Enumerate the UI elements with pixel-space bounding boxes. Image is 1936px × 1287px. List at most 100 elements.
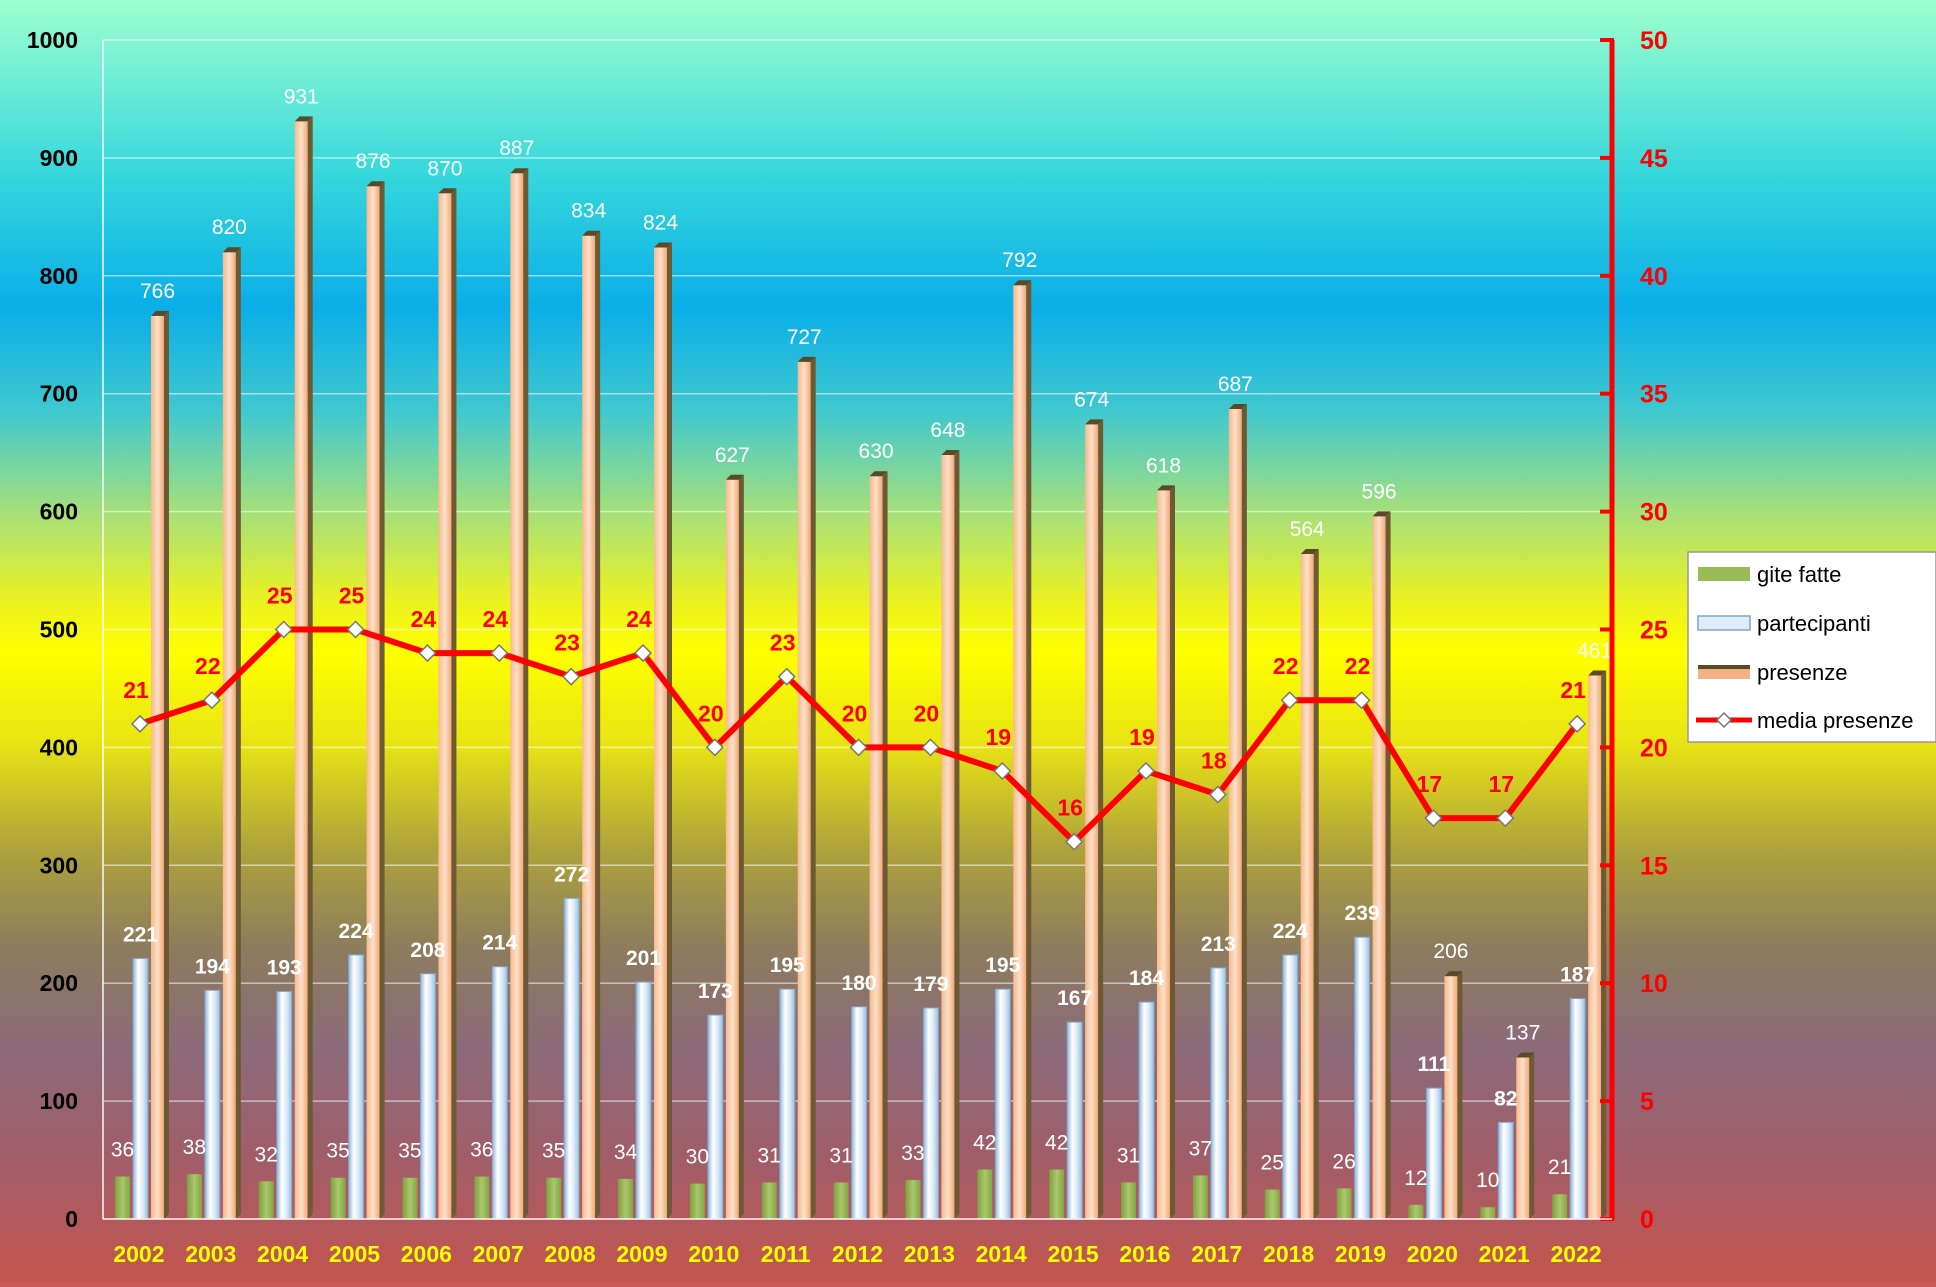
data-label-media-presenze: 23 bbox=[770, 630, 796, 656]
bar-gite-fatte bbox=[1480, 1207, 1496, 1219]
y-tick-label: 200 bbox=[40, 970, 78, 996]
bar-presenze-side bbox=[667, 242, 672, 1219]
legend-swatch-presenze-top bbox=[1698, 665, 1750, 669]
x-tick-label: 2016 bbox=[1119, 1241, 1170, 1267]
point-media-presenze bbox=[130, 714, 150, 733]
data-label-presenze: 648 bbox=[930, 419, 965, 442]
bar-presenze-top bbox=[1157, 485, 1175, 491]
bar-presenze-side bbox=[1457, 971, 1463, 1219]
bar-partecipanti bbox=[348, 954, 365, 1220]
x-tick-label: 2002 bbox=[113, 1241, 164, 1267]
x-tick-label: 2008 bbox=[544, 1241, 595, 1267]
point-media-presenze bbox=[1136, 761, 1156, 781]
data-label-gite-fatte: 36 bbox=[470, 1139, 493, 1162]
y-tick-label: 300 bbox=[40, 852, 78, 878]
data-label-gite-fatte: 30 bbox=[686, 1146, 709, 1169]
bar-partecipanti bbox=[779, 988, 796, 1220]
bar-partecipanti bbox=[204, 989, 221, 1220]
point-media-presenze bbox=[921, 738, 940, 757]
bar-gite-fatte bbox=[977, 1169, 993, 1219]
bar-presenze-top bbox=[294, 116, 313, 122]
data-label-partecipanti: 224 bbox=[1273, 920, 1308, 943]
data-label-media-presenze: 22 bbox=[1273, 653, 1299, 679]
bar-partecipanti bbox=[851, 1006, 868, 1220]
data-label-partecipanti: 82 bbox=[1494, 1087, 1517, 1110]
bar-gite-fatte bbox=[1408, 1204, 1424, 1219]
bar-presenze bbox=[1516, 1057, 1530, 1219]
bar-presenze bbox=[151, 315, 164, 1219]
bar-gite-fatte bbox=[186, 1174, 202, 1219]
data-label-gite-fatte: 32 bbox=[255, 1143, 278, 1166]
bar-partecipanti bbox=[635, 981, 652, 1220]
bar-partecipanti bbox=[707, 1014, 724, 1220]
x-tick-label: 2010 bbox=[688, 1241, 739, 1267]
data-label-presenze: 931 bbox=[284, 85, 319, 108]
data-label-media-presenze: 17 bbox=[1488, 771, 1514, 797]
point-media-presenze bbox=[202, 691, 221, 710]
data-label-presenze: 727 bbox=[787, 326, 822, 349]
bar-presenze bbox=[1013, 285, 1027, 1219]
data-label-presenze: 820 bbox=[212, 216, 247, 239]
y-tick-label: 900 bbox=[40, 145, 78, 171]
data-label-presenze: 792 bbox=[1002, 249, 1037, 272]
bar-presenze-top bbox=[1013, 280, 1032, 286]
data-label-media-presenze: 25 bbox=[339, 583, 365, 609]
bar-presenze-top bbox=[366, 181, 385, 187]
data-label-gite-fatte: 35 bbox=[542, 1140, 565, 1163]
y2-tick-label: 20 bbox=[1640, 734, 1668, 762]
bar-presenze bbox=[1588, 675, 1602, 1219]
bar-presenze bbox=[438, 193, 452, 1219]
bar-gite-fatte bbox=[115, 1176, 130, 1219]
bar-presenze bbox=[869, 476, 883, 1220]
data-label-presenze: 876 bbox=[356, 150, 391, 173]
data-label-partecipanti: 239 bbox=[1345, 902, 1380, 925]
bar-partecipanti bbox=[563, 897, 580, 1220]
bar-partecipanti bbox=[276, 990, 293, 1220]
data-label-media-presenze: 17 bbox=[1417, 771, 1443, 797]
data-label-presenze: 870 bbox=[427, 157, 462, 180]
data-label-gite-fatte: 35 bbox=[398, 1140, 421, 1163]
legend-swatch-gite-fatte bbox=[1698, 567, 1750, 581]
data-label-presenze: 627 bbox=[715, 444, 750, 467]
bar-presenze-side bbox=[882, 471, 888, 1220]
data-label-gite-fatte: 34 bbox=[614, 1141, 638, 1164]
data-label-presenze: 564 bbox=[1290, 518, 1325, 541]
bar-partecipanti bbox=[922, 1007, 939, 1220]
point-media-presenze bbox=[1280, 691, 1299, 710]
data-label-media-presenze: 16 bbox=[1057, 795, 1083, 821]
bar-partecipanti bbox=[1066, 1021, 1083, 1220]
data-label-media-presenze: 22 bbox=[195, 653, 221, 679]
bar-gite-fatte bbox=[1049, 1169, 1065, 1219]
data-label-presenze: 834 bbox=[571, 200, 606, 223]
bar-presenze-top bbox=[510, 168, 529, 174]
bar-presenze-side bbox=[307, 116, 313, 1220]
x-tick-label: 2009 bbox=[616, 1241, 667, 1267]
bar-presenze bbox=[1300, 554, 1314, 1219]
data-label-partecipanti: 224 bbox=[339, 920, 374, 943]
bar-presenze-top bbox=[869, 471, 888, 477]
bar-presenze bbox=[1372, 516, 1386, 1219]
data-label-presenze: 630 bbox=[859, 440, 894, 463]
x-tick-label: 2006 bbox=[401, 1241, 452, 1267]
legend-label: media presenze bbox=[1757, 708, 1914, 733]
data-label-partecipanti: 187 bbox=[1560, 964, 1595, 987]
bar-presenze-top bbox=[1588, 670, 1607, 676]
y-tick-label: 400 bbox=[40, 734, 78, 760]
x-tick-label: 2007 bbox=[473, 1241, 524, 1267]
bar-gite-fatte bbox=[905, 1180, 921, 1219]
bar-partecipanti bbox=[1497, 1121, 1514, 1220]
line-layer bbox=[130, 620, 1587, 851]
bar-presenze-side bbox=[595, 230, 601, 1220]
bar-presenze-top bbox=[1444, 971, 1463, 977]
point-media-presenze bbox=[346, 620, 365, 639]
y2-tick-label: 50 bbox=[1640, 27, 1668, 55]
data-label-partecipanti: 193 bbox=[267, 956, 302, 979]
bar-presenze-side bbox=[1601, 670, 1607, 1219]
bar-presenze-top bbox=[725, 474, 744, 480]
bar-presenze-top bbox=[151, 310, 169, 316]
x-tick-label: 2021 bbox=[1479, 1241, 1530, 1267]
data-label-media-presenze: 23 bbox=[554, 630, 580, 656]
bar-gite-fatte bbox=[833, 1182, 849, 1219]
